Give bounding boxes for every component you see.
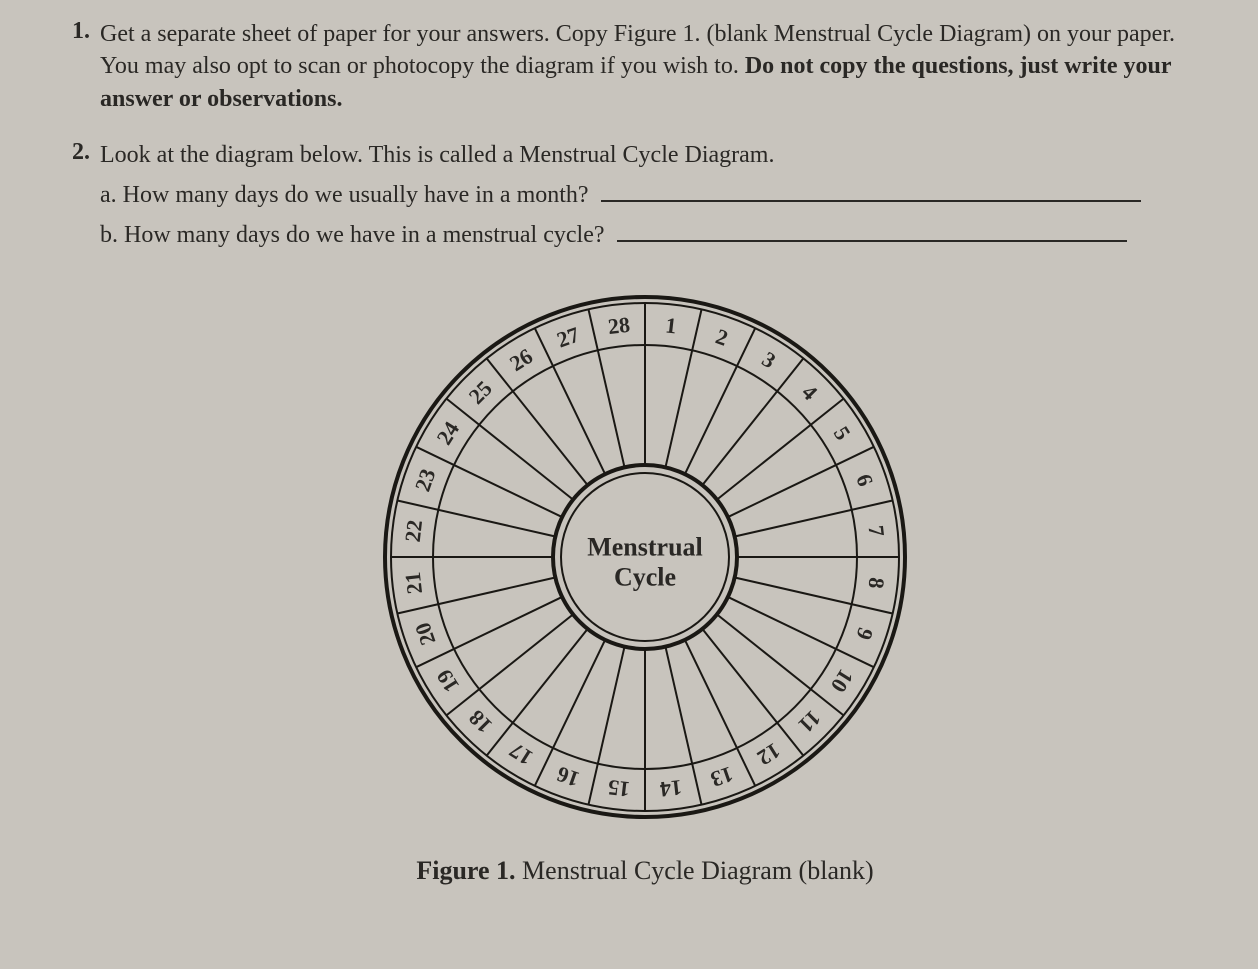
wheel-day-label: 22 — [400, 519, 427, 544]
wheel-day-label: 23 — [410, 466, 441, 495]
list-item-2: 2. Look at the diagram below. This is ca… — [72, 139, 1218, 253]
wheel-day-label: 2 — [713, 324, 732, 351]
wheel-day-label: 8 — [863, 576, 889, 590]
wheel-day-label: 13 — [707, 762, 736, 793]
wheel-day-label: 17 — [505, 738, 537, 771]
wheel-day-label: 26 — [505, 343, 537, 376]
wheel-day-label: 25 — [464, 376, 497, 409]
answer-blank-b[interactable] — [617, 216, 1127, 242]
wheel-day-label: 24 — [431, 417, 464, 449]
list-item-1: 1. Get a separate sheet of paper for you… — [72, 18, 1218, 115]
caption-rest: Menstrual Cycle Diagram (blank) — [516, 856, 874, 885]
wheel-day-label: 27 — [554, 322, 583, 353]
sub-text: How many days do we have in a menstrual … — [124, 222, 605, 248]
wheel-day-label: 15 — [607, 775, 632, 802]
item-number: 1. — [72, 18, 96, 45]
wheel-day-label: 5 — [829, 422, 856, 445]
wheel-day-label: 7 — [863, 524, 889, 538]
sub-label: a. — [100, 182, 117, 208]
sub-label: b. — [100, 222, 118, 248]
menstrual-cycle-wheel: 1234567891011121314151617181920212223242… — [365, 277, 925, 837]
item2-lead: Look at the diagram below. This is calle… — [100, 142, 774, 168]
wheel-day-label: 10 — [826, 665, 859, 697]
wheel-center-line2: Cycle — [614, 563, 676, 592]
item-number: 2. — [72, 139, 96, 166]
wheel-day-label: 1 — [664, 313, 678, 339]
answer-blank-a[interactable] — [601, 176, 1141, 202]
wheel-day-label: 6 — [851, 471, 878, 490]
wheel-day-label: 3 — [758, 346, 781, 373]
wheel-day-label: 12 — [753, 738, 785, 771]
sub-b: b. How many days do we have in a menstru… — [100, 216, 1216, 253]
item-body: Look at the diagram below. This is calle… — [100, 139, 1216, 253]
figure-caption: Figure 1. Menstrual Cycle Diagram (blank… — [72, 856, 1218, 886]
wheel-day-label: 18 — [464, 705, 497, 738]
wheel-day-label: 16 — [554, 762, 583, 793]
item-body: Get a separate sheet of paper for your a… — [100, 18, 1216, 115]
wheel-day-label: 4 — [797, 380, 822, 405]
wheel-day-label: 20 — [410, 620, 441, 649]
wheel-day-label: 28 — [607, 312, 632, 339]
wheel-center-line1: Menstrual — [587, 533, 703, 562]
wheel-day-label: 11 — [794, 706, 826, 738]
wheel-day-label: 19 — [431, 665, 464, 697]
wheel-day-label: 9 — [851, 625, 878, 644]
diagram-container: 1234567891011121314151617181920212223242… — [72, 277, 1218, 886]
wheel-day-label: 14 — [659, 775, 684, 802]
sub-a: a. How many days do we usually have in a… — [100, 176, 1216, 213]
sub-text: How many days do we usually have in a mo… — [123, 182, 589, 208]
caption-bold: Figure 1. — [416, 856, 515, 885]
wheel-day-label: 21 — [400, 571, 427, 596]
